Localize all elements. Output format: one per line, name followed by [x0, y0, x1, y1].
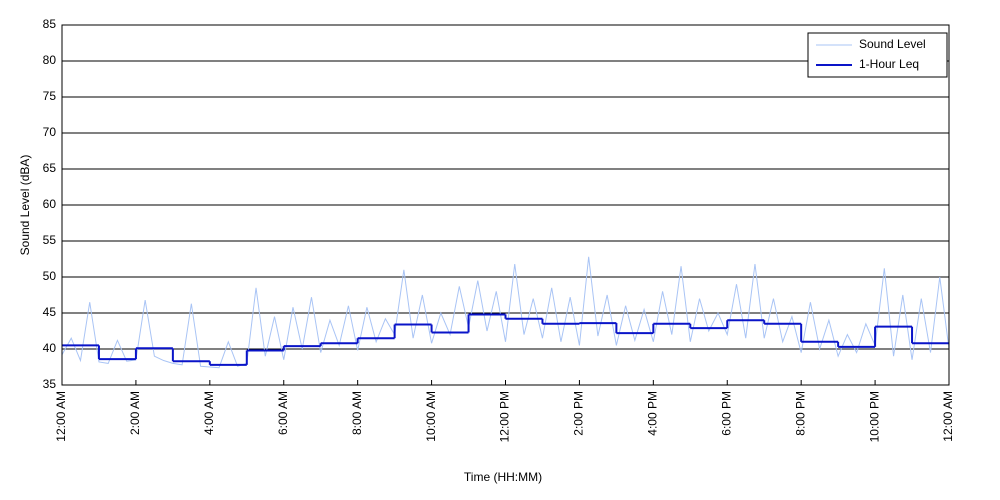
y-tick-label: 65 — [43, 161, 57, 175]
x-tick-label: 8:00 AM — [350, 391, 364, 435]
y-tick-label: 70 — [43, 125, 57, 139]
x-tick-label: 10:00 PM — [867, 391, 881, 442]
x-tick-label: 4:00 PM — [646, 391, 660, 436]
x-tick-label: 12:00 AM — [941, 391, 955, 442]
x-tick-label: 2:00 PM — [572, 391, 586, 436]
y-tick-label: 55 — [43, 233, 57, 247]
legend-box — [807, 32, 948, 78]
x-tick-label: 2:00 AM — [128, 391, 142, 435]
legend-label: Sound Level — [859, 37, 926, 51]
y-tick-label: 40 — [43, 341, 57, 355]
y-axis-label: Sound Level (dBA) — [18, 155, 32, 256]
legend-label: 1-Hour Leq — [859, 57, 919, 71]
y-tick-label: 60 — [43, 197, 57, 211]
x-tick-label: 8:00 PM — [793, 391, 807, 436]
plot-frame — [61, 24, 950, 386]
x-axis-label: Time (HH:MM) — [464, 470, 542, 484]
x-tick-label: 6:00 AM — [276, 391, 290, 435]
y-tick-label: 75 — [43, 89, 57, 103]
y-tick-label: 50 — [43, 269, 57, 283]
sound-level-line — [61, 256, 950, 369]
x-tick-label: 12:00 AM — [54, 391, 68, 442]
y-tick-label: 45 — [43, 305, 57, 319]
x-tick-label: 12:00 PM — [498, 391, 512, 442]
x-tick-label: 10:00 AM — [424, 391, 438, 442]
y-tick-label: 80 — [43, 53, 57, 67]
y-tick-label: 85 — [43, 17, 57, 31]
x-tick-label: 6:00 PM — [719, 391, 733, 436]
y-tick-label: 35 — [43, 377, 57, 391]
x-tick-label: 4:00 AM — [202, 391, 216, 435]
